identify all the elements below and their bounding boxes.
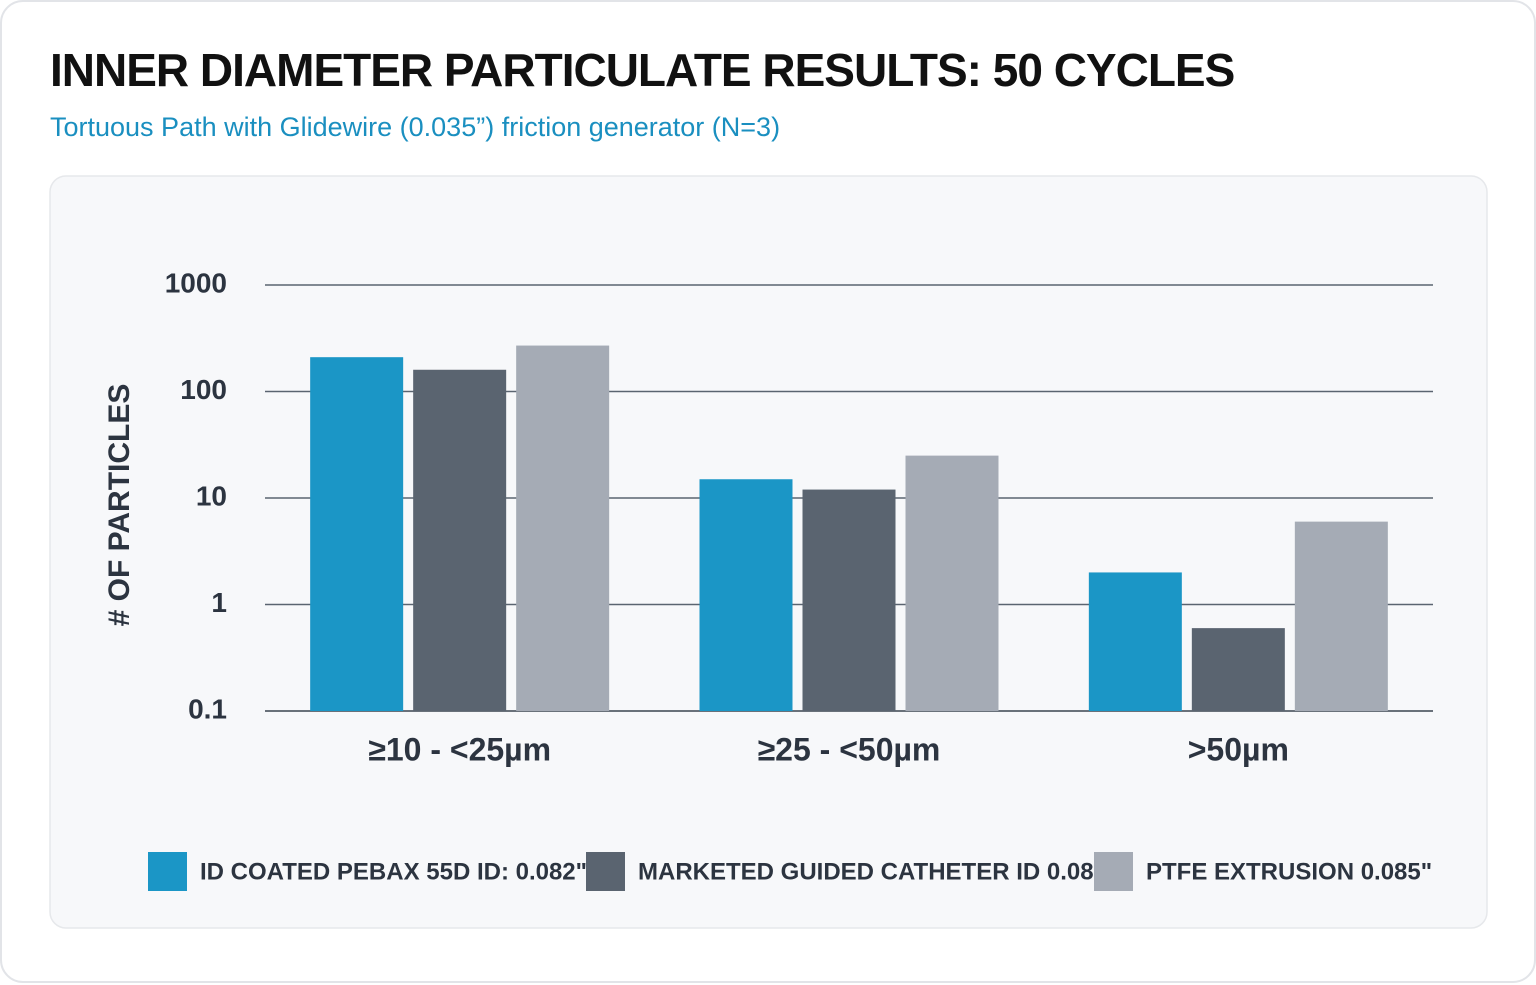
- y-tick-label: 10: [196, 480, 227, 511]
- x-tick-label: >50µm: [1188, 731, 1289, 767]
- bar: [1191, 628, 1285, 711]
- legend-swatch: [1094, 852, 1133, 891]
- legend-label: MARKETED GUIDED CATHETER ID 0.088": [638, 858, 1118, 885]
- legend-swatch: [586, 852, 625, 891]
- x-tick-label: ≥25 - <50µm: [758, 731, 941, 767]
- bar: [699, 479, 793, 711]
- chart-title: INNER DIAMETER PARTICULATE RESULTS: 50 C…: [50, 44, 1234, 96]
- y-tick-label: 1: [211, 587, 227, 618]
- y-tick-label: 0.1: [188, 693, 227, 724]
- x-tick-label: ≥10 - <25µm: [368, 731, 551, 767]
- bar: [516, 345, 610, 711]
- bar: [413, 369, 507, 711]
- bar: [310, 357, 404, 711]
- bar: [905, 455, 999, 711]
- y-tick-label: 100: [180, 374, 227, 405]
- bar: [802, 489, 896, 711]
- legend-label: PTFE EXTRUSION 0.085": [1146, 858, 1432, 885]
- legend-label: ID COATED PEBAX 55D ID: 0.082": [200, 858, 587, 885]
- y-axis-label: # OF PARTICLES: [103, 384, 136, 627]
- chart-subtitle: Tortuous Path with Glidewire (0.035”) fr…: [50, 112, 780, 142]
- bar: [1088, 572, 1182, 711]
- bar: [1294, 521, 1388, 711]
- y-tick-label: 1000: [165, 267, 227, 298]
- legend-swatch: [148, 852, 187, 891]
